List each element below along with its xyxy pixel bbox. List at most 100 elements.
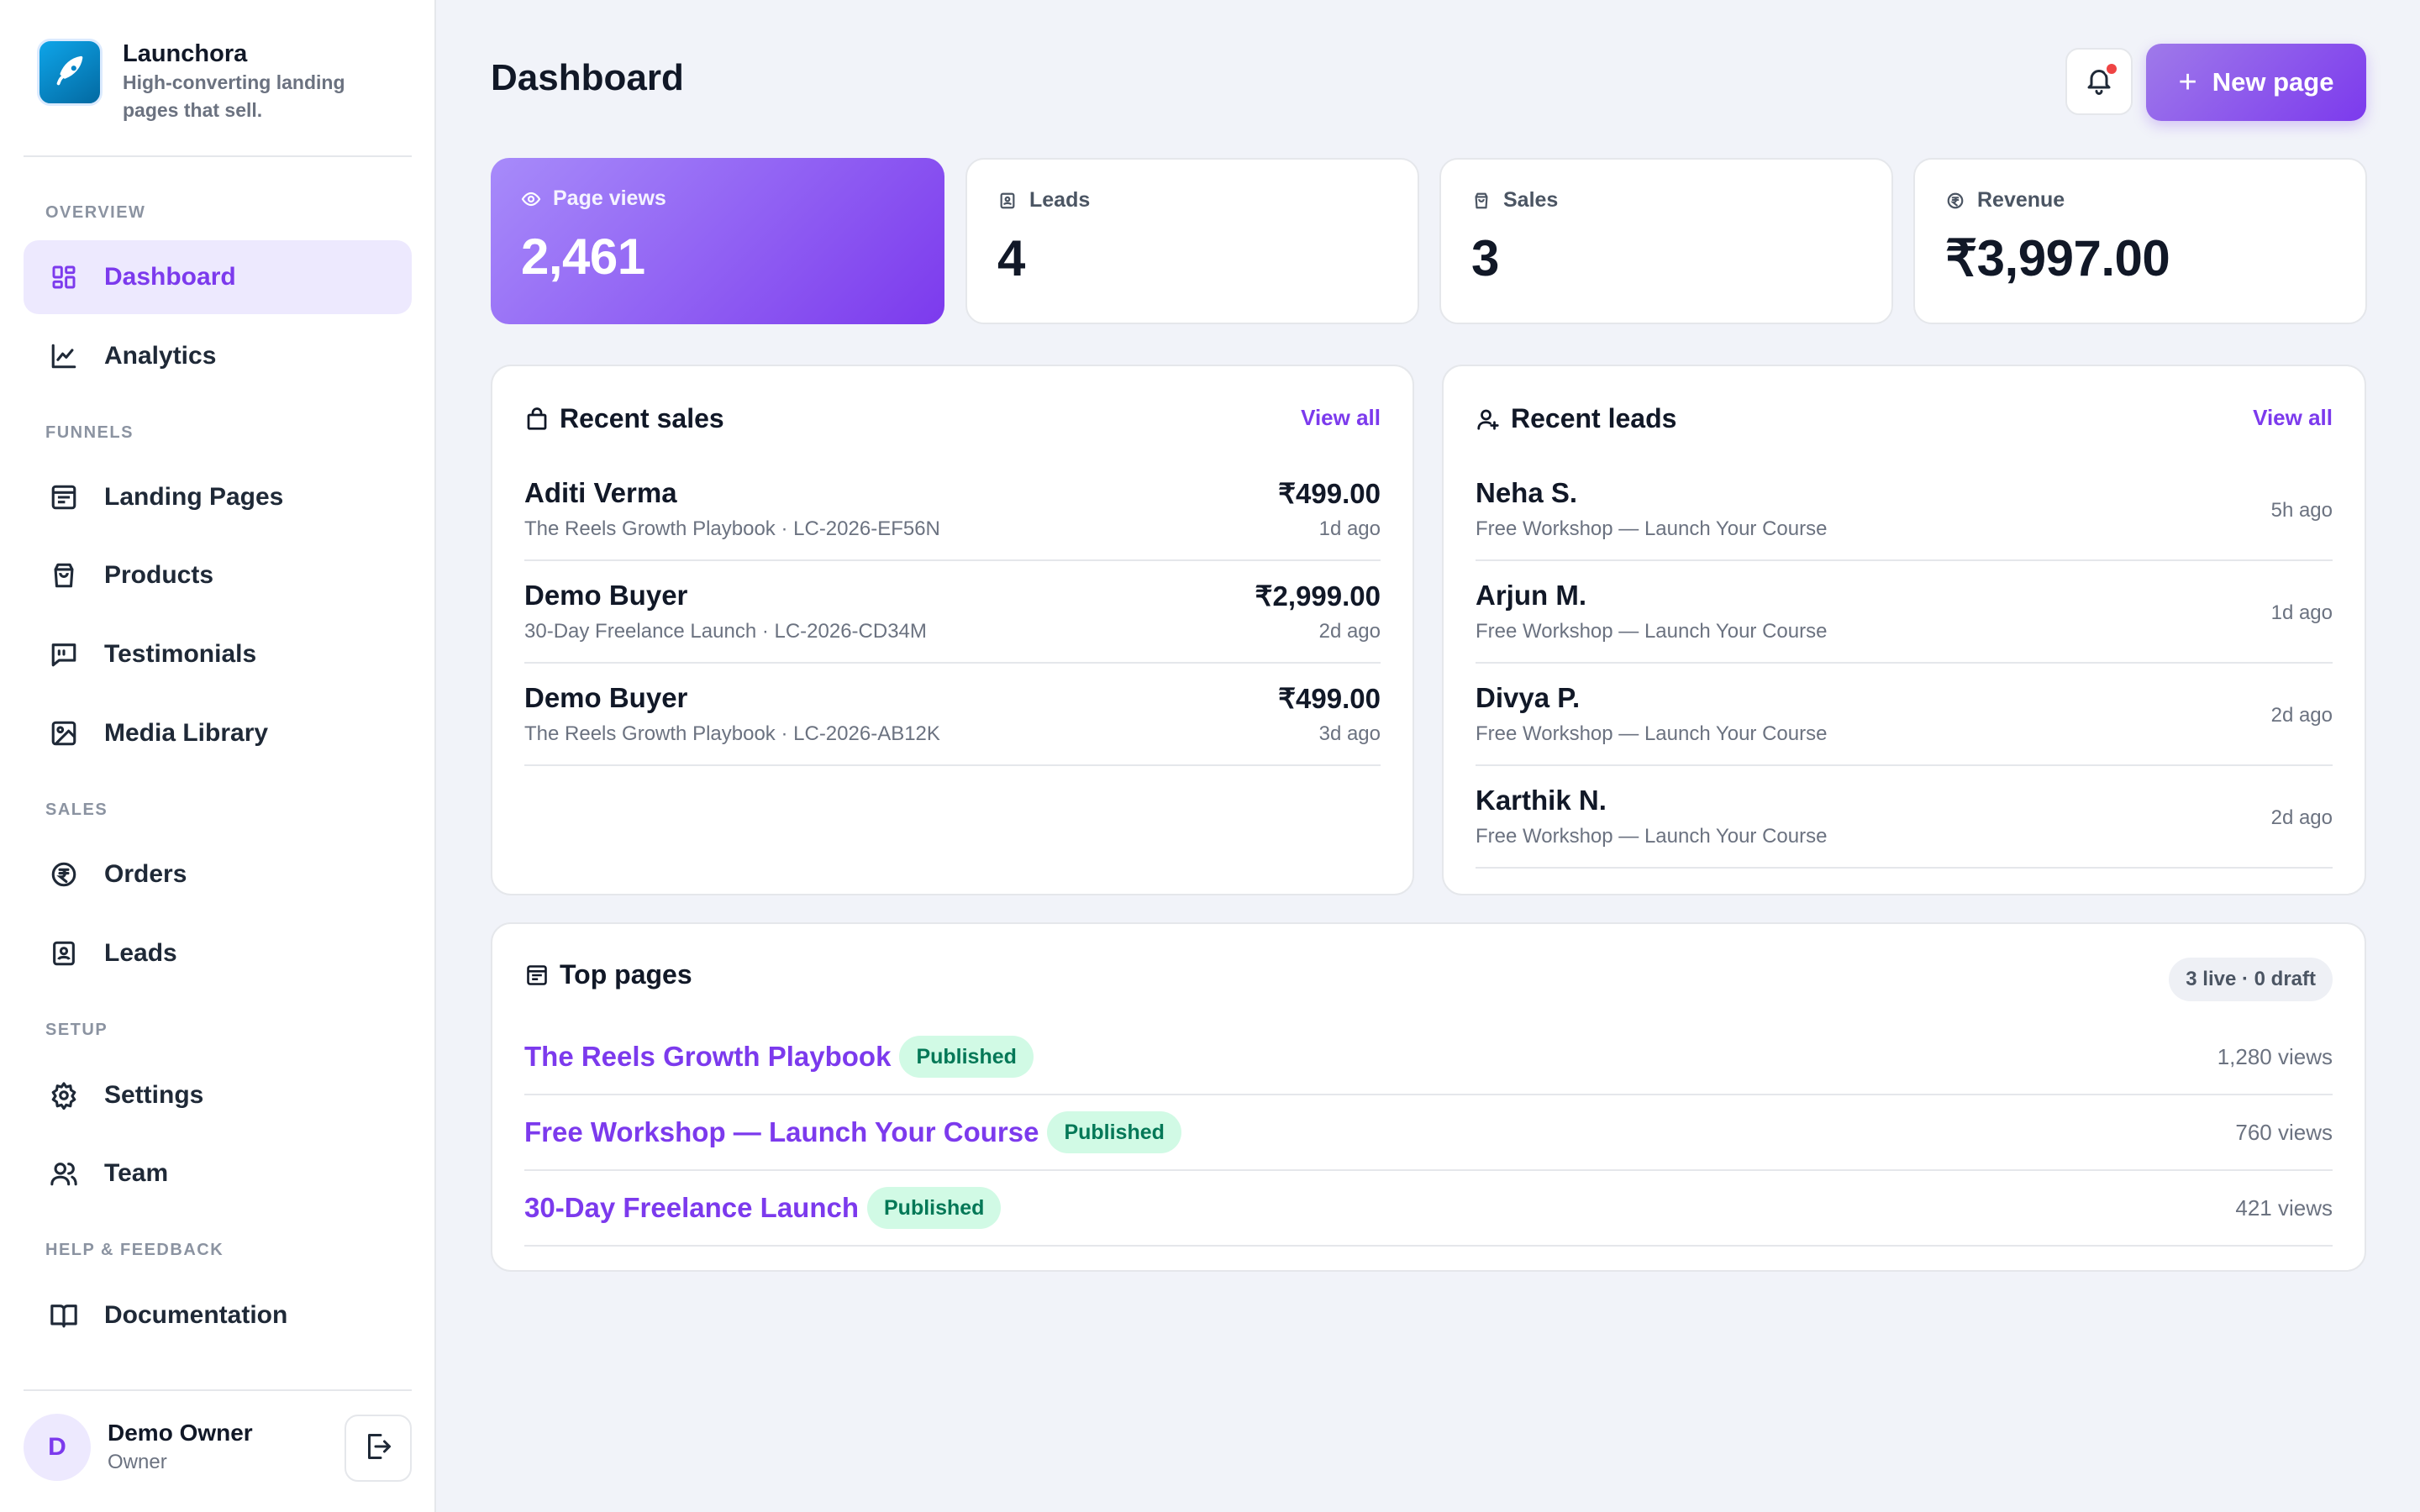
- page-layout-icon: [524, 963, 550, 988]
- view-all-sales-link[interactable]: View all: [1301, 405, 1381, 430]
- notification-dot: [2104, 61, 2119, 76]
- brand-name: Launchora: [123, 40, 248, 67]
- sidebar-item-label: Landing Pages: [104, 483, 284, 511]
- sale-row[interactable]: Demo Buyer 30-Day Freelance Launch · LC-…: [524, 561, 1381, 664]
- page-row[interactable]: Free Workshop — Launch Your Course Publi…: [524, 1095, 2333, 1171]
- lead-name: Karthik N.: [1476, 785, 1607, 816]
- lead-row[interactable]: Arjun M. Free Workshop — Launch Your Cou…: [1476, 561, 2333, 664]
- sidebar-item-dashboard[interactable]: Dashboard: [24, 240, 412, 314]
- lead-name: Neha S.: [1476, 477, 1578, 508]
- logout-button[interactable]: [345, 1415, 412, 1482]
- view-all-leads-link[interactable]: View all: [2253, 405, 2333, 430]
- image-icon: [47, 717, 81, 750]
- lead-row[interactable]: Neha S. Free Workshop — Launch Your Cour…: [1476, 459, 2333, 561]
- sale-amount: ₹2,999.00: [1255, 580, 1381, 612]
- stat-label: Revenue: [1977, 188, 2065, 212]
- bell-icon: [2084, 64, 2114, 100]
- avatar: D: [24, 1414, 91, 1481]
- lead-time: 2d ago: [2270, 704, 2333, 727]
- rupee-circle-icon: [47, 858, 81, 891]
- notifications-button[interactable]: [2065, 48, 2133, 115]
- recent-leads-card: Recent leads View all Neha S. Free Works…: [1442, 365, 2366, 895]
- sale-row[interactable]: Demo Buyer The Reels Growth Playbook · L…: [524, 664, 1381, 766]
- dashboard-icon: [47, 260, 81, 294]
- sale-amount: ₹499.00: [1278, 478, 1381, 509]
- sale-row[interactable]: Aditi Verma The Reels Growth Playbook · …: [524, 459, 1381, 561]
- sidebar-item-label: Orders: [104, 860, 187, 888]
- chart-line-icon: [47, 339, 81, 373]
- sidebar-item-media-library[interactable]: Media Library: [24, 696, 412, 770]
- page-row[interactable]: The Reels Growth Playbook Published 1,28…: [524, 1020, 2333, 1095]
- sidebar-item-documentation[interactable]: Documentation: [24, 1278, 412, 1352]
- sidebar-item-label: Team: [104, 1159, 169, 1187]
- lead-source: Free Workshop — Launch Your Course: [1476, 517, 1828, 540]
- stat-value: 4: [997, 230, 1025, 286]
- user-name: Demo Owner: [108, 1420, 253, 1446]
- lead-row[interactable]: Karthik N. Free Workshop — Launch Your C…: [1476, 766, 2333, 869]
- sale-time: 3d ago: [1318, 722, 1381, 745]
- new-page-label: New page: [2212, 67, 2334, 97]
- stat-card-leads: Leads 4: [965, 158, 1419, 324]
- card-title: Recent leads: [1511, 403, 1677, 433]
- stat-card-sales: Sales 3: [1439, 158, 1893, 324]
- shopping-bag-icon: [1471, 191, 1491, 211]
- sidebar-item-testimonials[interactable]: Testimonials: [24, 617, 412, 691]
- page-row[interactable]: 30-Day Freelance Launch Published 421 vi…: [524, 1171, 2333, 1247]
- status-badge: Published: [1047, 1111, 1181, 1153]
- sidebar-item-products[interactable]: Products: [24, 538, 412, 612]
- sidebar-item-orders[interactable]: Orders: [24, 837, 412, 911]
- eye-icon: [521, 189, 541, 209]
- nav-section-overview: OVERVIEW: [45, 203, 146, 222]
- contact-book-icon: [997, 191, 1018, 211]
- sidebar-item-label: Settings: [104, 1081, 204, 1109]
- sidebar-item-label: Products: [104, 561, 214, 589]
- stat-value: 2,461: [521, 228, 645, 285]
- pages-summary-badge: 3 live · 0 draft: [2169, 958, 2333, 1001]
- stat-value: 3: [1471, 230, 1499, 286]
- sale-detail: 30-Day Freelance Launch · LC-2026-CD34M: [524, 620, 927, 643]
- sale-time: 2d ago: [1318, 620, 1381, 643]
- page-views: 760 views: [2235, 1119, 2333, 1145]
- stat-card-page-views: Page views 2,461: [491, 158, 944, 324]
- top-pages-card: Top pages 3 live · 0 draft The Reels Gro…: [491, 922, 2366, 1272]
- lead-source: Free Workshop — Launch Your Course: [1476, 620, 1828, 643]
- page-title: Dashboard: [491, 57, 684, 98]
- nav-section-setup: SETUP: [45, 1021, 108, 1039]
- shopping-bag-icon: [47, 559, 81, 592]
- quote-message-icon: [47, 638, 81, 671]
- stat-label: Leads: [1029, 188, 1091, 212]
- divider: [24, 155, 412, 157]
- user-plus-icon: [1476, 407, 1501, 432]
- nav-section-help: HELP & FEEDBACK: [45, 1241, 224, 1259]
- lead-name: Arjun M.: [1476, 580, 1586, 611]
- sale-detail: The Reels Growth Playbook · LC-2026-AB12…: [524, 722, 940, 745]
- lead-time: 2d ago: [2270, 806, 2333, 829]
- page-link[interactable]: The Reels Growth Playbook: [524, 1041, 892, 1072]
- sidebar-item-label: Dashboard: [104, 263, 236, 291]
- buyer-name: Aditi Verma: [524, 477, 677, 508]
- sidebar-item-team[interactable]: Team: [24, 1137, 412, 1210]
- user-profile[interactable]: D Demo Owner Owner: [24, 1414, 253, 1481]
- rupee-circle-icon: [1945, 191, 1965, 211]
- card-title: Top pages: [560, 959, 692, 990]
- contact-book-icon: [47, 937, 81, 970]
- sidebar-item-analytics[interactable]: Analytics: [24, 319, 412, 393]
- lead-row[interactable]: Divya P. Free Workshop — Launch Your Cou…: [1476, 664, 2333, 766]
- sidebar: Launchora High-converting landing pages …: [0, 0, 436, 1512]
- lead-source: Free Workshop — Launch Your Course: [1476, 825, 1828, 848]
- page-link[interactable]: Free Workshop — Launch Your Course: [524, 1116, 1039, 1147]
- sidebar-item-leads[interactable]: Leads: [24, 916, 412, 990]
- brand[interactable]: Launchora High-converting landing pages …: [37, 39, 375, 124]
- stat-label: Page views: [553, 186, 666, 210]
- stat-card-revenue: Revenue ₹3,997.00: [1913, 158, 2367, 324]
- sidebar-item-settings[interactable]: Settings: [24, 1058, 412, 1132]
- book-icon: [47, 1299, 81, 1332]
- new-page-button[interactable]: + New page: [2146, 44, 2366, 121]
- buyer-name: Demo Buyer: [524, 580, 688, 611]
- lead-name: Divya P.: [1476, 682, 1581, 713]
- recent-sales-card: Recent sales View all Aditi Verma The Re…: [491, 365, 1414, 895]
- page-link[interactable]: 30-Day Freelance Launch: [524, 1192, 859, 1223]
- user-role: Owner: [108, 1451, 167, 1473]
- sidebar-item-landing-pages[interactable]: Landing Pages: [24, 460, 412, 534]
- sidebar-item-label: Media Library: [104, 719, 269, 747]
